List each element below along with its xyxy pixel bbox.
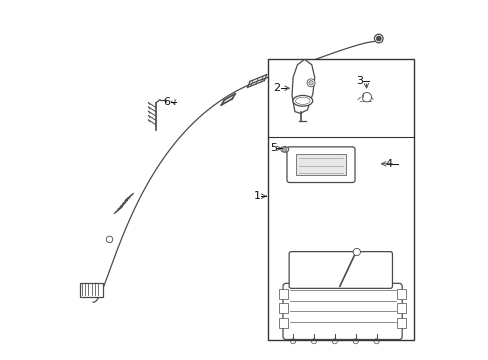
Bar <box>278 318 287 328</box>
Text: 4: 4 <box>384 159 391 169</box>
Text: 2: 2 <box>273 83 280 93</box>
Circle shape <box>282 147 286 152</box>
Circle shape <box>375 36 381 41</box>
Circle shape <box>374 34 382 43</box>
Ellipse shape <box>292 95 312 106</box>
Bar <box>267 59 413 340</box>
FancyBboxPatch shape <box>288 252 392 288</box>
Bar <box>295 154 346 175</box>
Text: 3: 3 <box>355 76 363 86</box>
Bar <box>396 303 405 313</box>
Bar <box>278 303 287 313</box>
FancyBboxPatch shape <box>286 147 354 183</box>
Circle shape <box>106 236 113 243</box>
Bar <box>278 289 287 299</box>
Circle shape <box>362 93 371 102</box>
Ellipse shape <box>280 147 288 152</box>
Polygon shape <box>291 59 314 113</box>
Circle shape <box>306 79 314 87</box>
Bar <box>396 318 405 328</box>
Text: 5: 5 <box>269 143 276 153</box>
Bar <box>396 289 405 299</box>
Circle shape <box>352 248 360 256</box>
Text: 1: 1 <box>253 191 260 201</box>
Bar <box>80 283 103 297</box>
Circle shape <box>308 81 313 85</box>
FancyBboxPatch shape <box>283 283 401 339</box>
Text: 6: 6 <box>163 96 170 107</box>
